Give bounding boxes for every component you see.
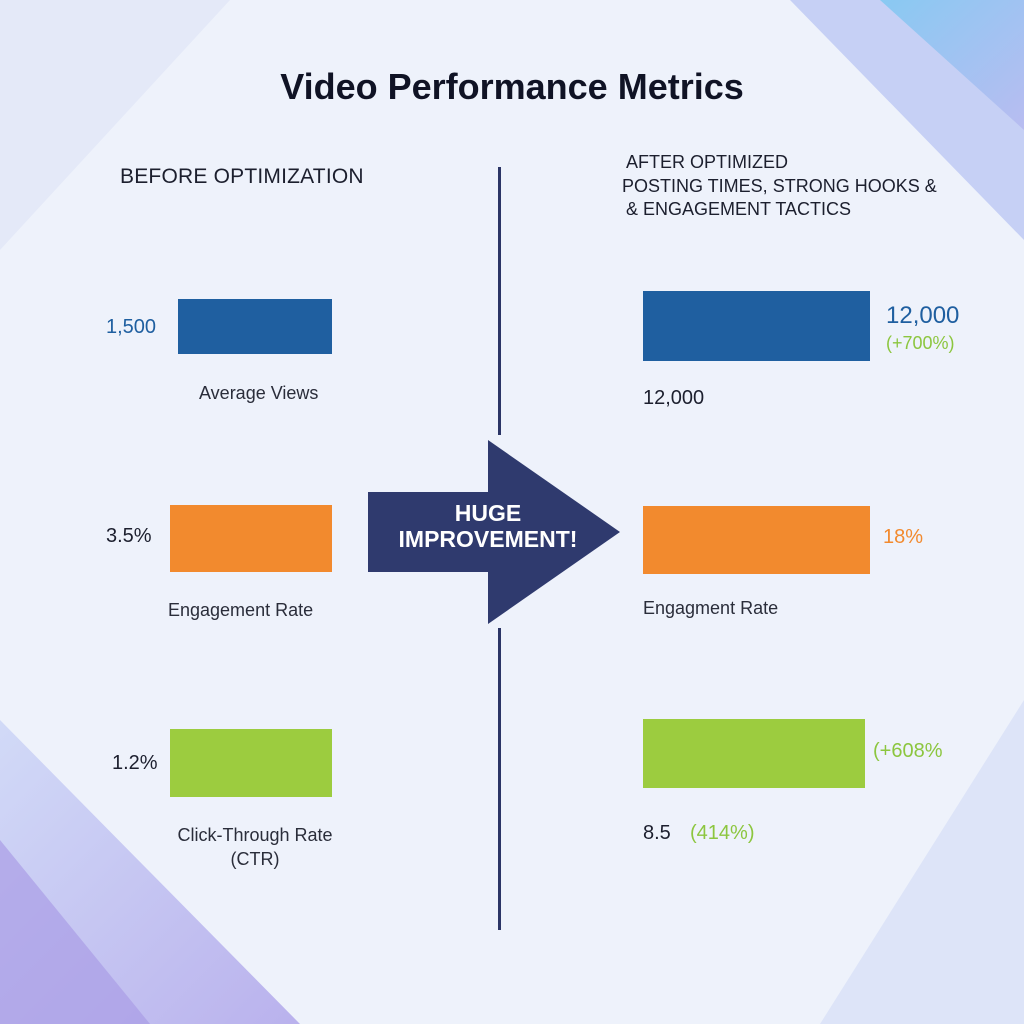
after-engagement-label: Engagment Rate bbox=[643, 598, 779, 618]
after-views-value: 12,000 bbox=[886, 302, 960, 329]
after-engagement-value: 18% bbox=[883, 526, 924, 548]
after-ctr-value: 8.5 bbox=[643, 822, 671, 844]
after-ctr-change: (+608% bbox=[873, 740, 943, 762]
after-views-change: (+700%) bbox=[886, 333, 955, 353]
improvement-arrow: HUGE IMPROVEMENT! bbox=[368, 440, 620, 624]
before-ctr-label-line-2: (CTR) bbox=[230, 849, 280, 869]
after-engagement-bar bbox=[643, 506, 870, 574]
before-ctr-bar bbox=[170, 729, 332, 797]
before-views-label: Average Views bbox=[199, 383, 319, 403]
before-views-bar bbox=[178, 299, 332, 354]
arrow-text-line-1: HUGE bbox=[454, 500, 522, 526]
divider-bottom bbox=[498, 628, 501, 930]
after-ctr-bar bbox=[643, 719, 865, 788]
chart-title: Video Performance Metrics bbox=[280, 66, 744, 107]
after-views-bar bbox=[643, 291, 870, 361]
after-heading-line-3: & ENGAGEMENT TACTICS bbox=[626, 199, 852, 219]
before-heading: BEFORE OPTIMIZATION bbox=[120, 165, 364, 188]
before-engagement-value: 3.5% bbox=[106, 525, 152, 547]
before-ctr-value: 1.2% bbox=[112, 752, 158, 774]
before-views-value: 1,500 bbox=[106, 316, 157, 338]
arrow-text-line-2: IMPROVEMENT! bbox=[398, 526, 578, 552]
after-heading-line-1: AFTER OPTIMIZED bbox=[626, 152, 788, 172]
after-heading-line-2: POSTING TIMES, STRONG HOOKS & bbox=[622, 176, 937, 196]
before-engagement-label: Engagement Rate bbox=[168, 600, 314, 620]
before-engagement-bar bbox=[170, 505, 332, 572]
before-ctr-label-line-1: Click-Through Rate bbox=[177, 825, 333, 845]
divider-top bbox=[498, 167, 501, 435]
after-ctr-sub-change: (414%) bbox=[690, 822, 755, 844]
after-views-sub-value: 12,000 bbox=[643, 387, 705, 409]
